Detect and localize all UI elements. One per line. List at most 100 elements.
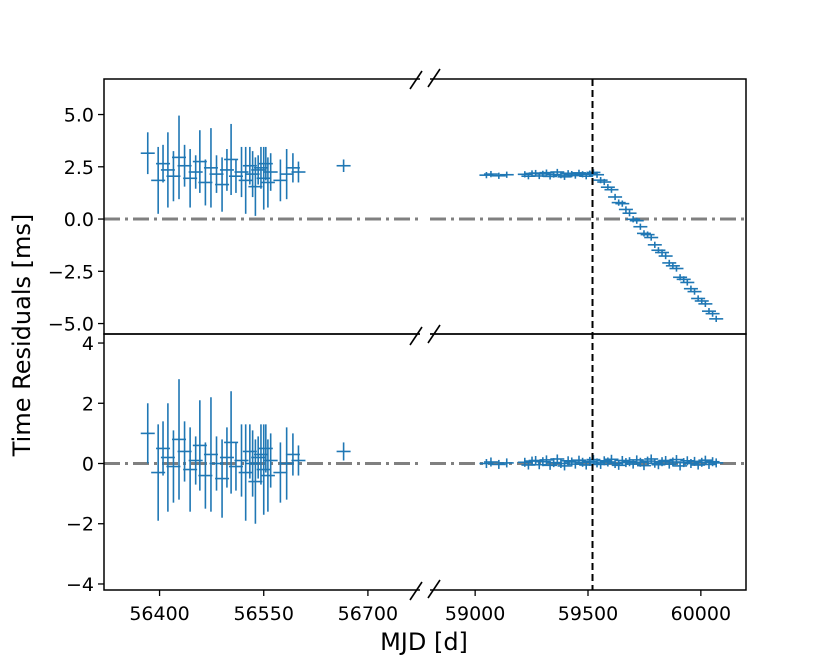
point-bottom-seg2 [608, 458, 623, 469]
xtick-label: 56400 [129, 603, 189, 625]
point-bottom-seg2 [597, 456, 612, 466]
point-top-seg2 [658, 252, 673, 260]
point-top-seg1 [172, 115, 187, 200]
point-bottom-seg1 [172, 379, 187, 500]
point-top-seg2 [669, 265, 684, 272]
point-top-seg2 [687, 288, 702, 295]
point-top-seg2 [633, 223, 648, 230]
point-bottom-seg2 [698, 455, 713, 465]
point-bottom-seg2 [640, 456, 655, 466]
point-top-seg2 [709, 315, 724, 322]
point-top-seg1 [285, 153, 300, 183]
point-bottom-seg2 [611, 460, 626, 470]
point-bottom-seg1 [166, 430, 181, 503]
frame-top-seg1 [103, 78, 420, 335]
point-top-seg2 [622, 210, 637, 217]
frame-bottom-seg1 [103, 333, 420, 591]
point-bottom-seg1 [242, 424, 257, 479]
point-bottom-seg2 [618, 458, 633, 468]
point-bottom-seg1 [260, 439, 275, 512]
y-axis-label: Time Residuals [ms] [8, 214, 36, 457]
break-mark-middle-left [409, 326, 423, 346]
point-top-seg2 [615, 200, 630, 207]
break-mark-top-gap [421, 69, 429, 89]
point-bottom-seg2 [636, 461, 651, 471]
point-bottom-seg1 [198, 442, 213, 509]
point-bottom-seg1 [140, 403, 155, 464]
point-bottom-seg2 [705, 457, 720, 467]
point-top-seg1 [183, 149, 198, 208]
point-top-seg2 [640, 231, 655, 238]
point-top-seg1 [160, 132, 175, 208]
point-bottom-seg1 [228, 442, 243, 491]
break-mark-middle-right [427, 324, 441, 344]
top-ytick-label: −5.0 [48, 314, 94, 336]
point-bottom-seg2 [626, 459, 641, 469]
point-top-seg2 [597, 178, 612, 186]
point-bottom-seg2 [604, 454, 619, 464]
point-top-seg2 [694, 297, 709, 305]
point-top-seg2 [582, 170, 597, 177]
point-top-seg2 [636, 230, 651, 237]
xtick-label: 56700 [338, 603, 398, 625]
point-top-seg1 [263, 153, 278, 191]
point-top-seg2 [611, 199, 626, 206]
point-bottom-seg1 [279, 427, 294, 500]
point-top-seg1 [260, 157, 275, 208]
point-top-seg1 [336, 159, 351, 173]
point-top-seg2 [705, 310, 720, 317]
point-bottom-seg2 [568, 459, 583, 469]
point-bottom-seg1 [209, 436, 224, 491]
point-top-seg2 [629, 217, 644, 224]
point-top-seg2 [644, 234, 659, 241]
point-top-seg1 [291, 161, 306, 183]
break-mark-bottom-right [427, 579, 441, 599]
point-bottom-seg2 [491, 459, 506, 469]
point-bottom-seg1 [248, 439, 263, 524]
break-mark-bottom-left [409, 581, 423, 601]
x-axis-label: MJD [d] [380, 628, 468, 656]
point-bottom-seg2 [669, 455, 684, 465]
point-bottom-seg2 [571, 455, 586, 465]
point-bottom-seg2 [550, 454, 565, 464]
point-bottom-seg1 [273, 442, 288, 503]
point-bottom-seg1 [177, 421, 192, 482]
point-top-seg1 [251, 155, 266, 185]
point-bottom-seg1 [285, 433, 300, 476]
bottom-ytick-label: 4 [82, 333, 94, 355]
bottom-ytick-label: −2 [66, 514, 94, 536]
point-top-seg1 [166, 151, 181, 202]
point-bottom-seg1 [263, 433, 278, 488]
bottom-ytick-label: −4 [66, 574, 94, 596]
point-top-seg2 [550, 168, 565, 176]
break-mark-top-left [409, 70, 423, 90]
point-bottom-seg2 [676, 458, 691, 468]
point-bottom-seg2 [644, 454, 659, 464]
point-bottom-seg2 [535, 457, 550, 467]
point-bottom-seg1 [245, 430, 260, 497]
bottom-ytick-label: 2 [82, 393, 94, 415]
point-top-seg2 [590, 171, 605, 178]
point-top-seg1 [245, 151, 260, 198]
point-bottom-seg2 [683, 458, 698, 469]
point-bottom-seg2 [539, 455, 554, 465]
point-top-seg1 [203, 128, 218, 208]
point-top-seg1 [209, 155, 224, 193]
point-bottom-seg2 [647, 458, 662, 468]
point-top-seg2 [499, 171, 514, 178]
point-bottom-seg2 [662, 459, 677, 469]
top-ytick-label: −2.5 [48, 261, 94, 283]
bottom-ytick-label: 0 [82, 454, 94, 476]
break-mark-top-right [427, 68, 441, 88]
top-ytick-label: 2.5 [64, 157, 94, 179]
point-bottom-seg2 [709, 458, 724, 468]
point-top-seg2 [680, 279, 695, 286]
point-top-seg1 [177, 144, 192, 187]
top-ytick-label: 0.0 [64, 209, 94, 231]
break-mark-bottom-gap [421, 580, 429, 600]
point-bottom-seg1 [203, 397, 218, 512]
point-top-seg1 [242, 146, 257, 185]
point-bottom-seg2 [615, 455, 630, 466]
point-bottom-seg2 [499, 458, 514, 468]
